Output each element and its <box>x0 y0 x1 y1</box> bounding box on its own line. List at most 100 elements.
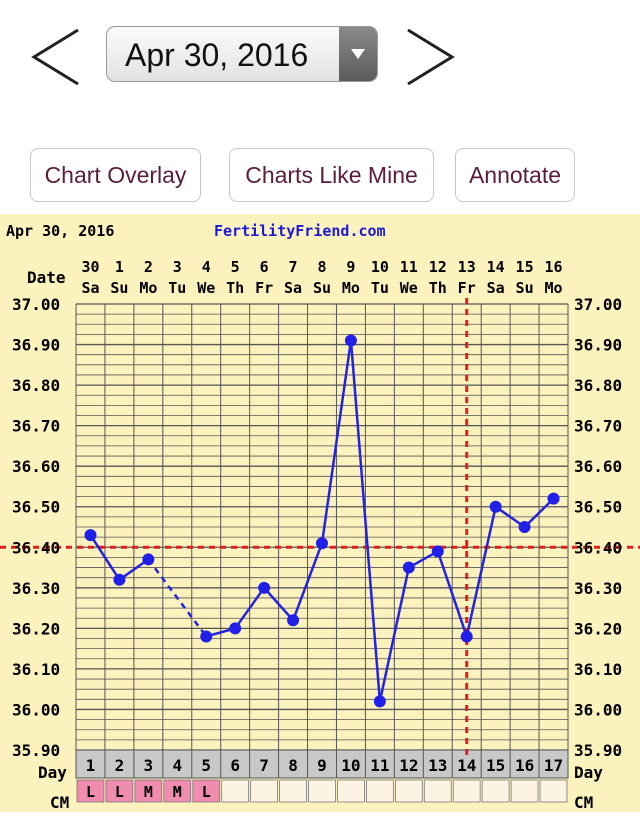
chart-site-name: FertilityFriend.com <box>214 222 386 240</box>
cycle-day-label: 8 <box>288 756 298 775</box>
next-date-button[interactable] <box>400 22 470 92</box>
cycle-day-label: 6 <box>230 756 240 775</box>
y-tick-label-right: 36.60 <box>574 457 622 476</box>
date-label: 30 <box>81 258 99 276</box>
temp-point <box>344 334 357 347</box>
weekday-label: Sa <box>81 279 99 297</box>
weekday-label: Fr <box>458 279 476 297</box>
temp-line-segment <box>89 534 121 581</box>
temp-line-segment <box>378 567 411 702</box>
chart-overlay-button[interactable]: Chart Overlay <box>30 148 201 202</box>
y-tick-label-right: 35.90 <box>574 741 622 760</box>
cm-cell <box>452 779 481 803</box>
cycle-day-label: 9 <box>317 756 327 775</box>
y-tick-label-left: 36.80 <box>12 376 60 395</box>
y-tick-label-left: 36.50 <box>12 498 60 517</box>
cm-cell <box>481 779 510 803</box>
y-tick-label-right: 36.50 <box>574 498 622 517</box>
date-label: 15 <box>516 258 534 276</box>
cycle-day-label: 10 <box>341 756 360 775</box>
date-label: 4 <box>202 258 211 276</box>
temp-point <box>316 537 328 550</box>
cycle-day-label: 14 <box>457 756 476 775</box>
temp-point <box>287 614 300 627</box>
y-tick-label-right: 36.40 <box>574 538 622 557</box>
y-tick-label-left: 36.70 <box>12 417 60 436</box>
cm-cell <box>510 779 539 803</box>
cycle-day-label: 3 <box>144 756 154 775</box>
cm-cell <box>539 779 568 803</box>
cm-cell-label: M <box>173 783 182 801</box>
cycle-day-label: 1 <box>86 756 96 775</box>
temp-point <box>200 630 213 643</box>
date-label: 10 <box>371 258 389 276</box>
cm-cell <box>134 779 163 803</box>
y-tick-label-left: 36.20 <box>12 619 60 638</box>
cm-cell <box>221 779 250 803</box>
chevron-right-icon <box>407 28 455 86</box>
temp-point <box>142 553 155 566</box>
weekday-label: Su <box>110 279 128 297</box>
dropdown-toggle[interactable] <box>339 27 377 81</box>
y-tick-label-left: 36.30 <box>12 579 60 598</box>
cycle-day-label: 7 <box>259 756 269 775</box>
annotate-button[interactable]: Annotate <box>455 148 575 202</box>
cm-cell <box>192 779 221 803</box>
y-tick-label-right: 36.30 <box>574 579 622 598</box>
weekday-label: Su <box>516 279 534 297</box>
temp-point <box>547 492 560 505</box>
cm-cell <box>279 779 307 803</box>
cycle-day-label: 11 <box>370 756 389 775</box>
weekday-label: We <box>400 279 418 297</box>
weekday-label: Th <box>429 279 447 297</box>
date-label: 1 <box>115 258 124 276</box>
y-tick-label-right: 37.00 <box>574 295 622 314</box>
chevron-left-icon <box>31 28 79 86</box>
prev-date-button[interactable] <box>26 22 96 92</box>
temp-line-segment <box>320 340 353 544</box>
temp-point <box>84 529 97 542</box>
temp-line-segment <box>234 587 266 630</box>
temp-point <box>373 695 386 708</box>
weekday-label: Th <box>226 279 244 297</box>
temp-line-segment <box>349 340 382 702</box>
temp-line-segment <box>523 497 555 528</box>
y-tick-label-left: 36.60 <box>12 457 60 476</box>
y-tick-label-left: 35.90 <box>12 741 60 760</box>
cm-cell <box>76 779 105 803</box>
cycle-day-label: 13 <box>428 756 447 775</box>
cm-cell-label: L <box>202 783 211 801</box>
y-tick-label-right: 36.80 <box>574 376 622 395</box>
date-select[interactable]: Apr 30, 2016 <box>106 26 378 82</box>
weekday-label: Sa <box>487 279 505 297</box>
cycle-day-label: 15 <box>486 756 505 775</box>
date-label: 7 <box>289 258 298 276</box>
temp-point <box>431 545 444 558</box>
weekday-label: Tu <box>371 279 389 297</box>
cm-cell <box>105 779 134 803</box>
temp-line-segment <box>436 550 468 637</box>
cm-cell <box>337 779 365 803</box>
temp-point <box>402 561 415 574</box>
weekday-label: Sa <box>284 279 302 297</box>
triangle-down-icon <box>351 49 365 59</box>
y-tick-label-right: 36.90 <box>574 336 622 355</box>
weekday-label: Mo <box>139 279 157 297</box>
cm-row-label-right: CM <box>574 793 593 812</box>
date-label: 9 <box>346 258 355 276</box>
y-tick-label-right: 36.00 <box>574 700 622 719</box>
cycle-day-label: 2 <box>115 756 125 775</box>
y-tick-label-left: 36.90 <box>12 336 60 355</box>
date-label: 14 <box>487 258 505 276</box>
date-label: 5 <box>231 258 240 276</box>
weekday-label: Mo <box>544 279 562 297</box>
temp-point <box>489 500 502 513</box>
temp-line-segment-dashed <box>147 558 208 638</box>
weekday-label: Su <box>313 279 331 297</box>
temp-point <box>460 630 473 643</box>
chart-canvas: Apr 30, 2016 FertilityFriend.com Date Da… <box>0 222 640 812</box>
charts-like-mine-button[interactable]: Charts Like Mine <box>229 148 434 202</box>
temp-point <box>258 581 271 594</box>
cycle-day-label: 12 <box>399 756 418 775</box>
date-row-label: Date <box>27 268 66 287</box>
